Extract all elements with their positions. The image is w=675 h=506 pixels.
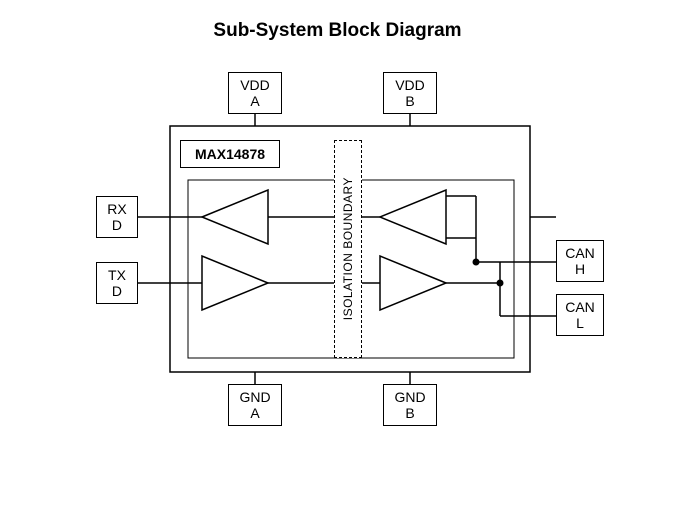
chip-label: MAX14878 bbox=[180, 140, 280, 168]
pin-gnd-b: GNDB bbox=[383, 384, 437, 426]
pin-vdd-a: VDDA bbox=[228, 72, 282, 114]
pin-vdd-b: VDDB bbox=[383, 72, 437, 114]
pin-canl: CANL bbox=[556, 294, 604, 336]
isolation-boundary: ISOLATION BOUNDARY bbox=[334, 140, 362, 358]
pin-canh: CANH bbox=[556, 240, 604, 282]
pin-txd: TXD bbox=[96, 262, 138, 304]
pin-gnd-a: GNDA bbox=[228, 384, 282, 426]
isolation-boundary-label: ISOLATION BOUNDARY bbox=[341, 177, 355, 320]
pin-rxd: RXD bbox=[96, 196, 138, 238]
